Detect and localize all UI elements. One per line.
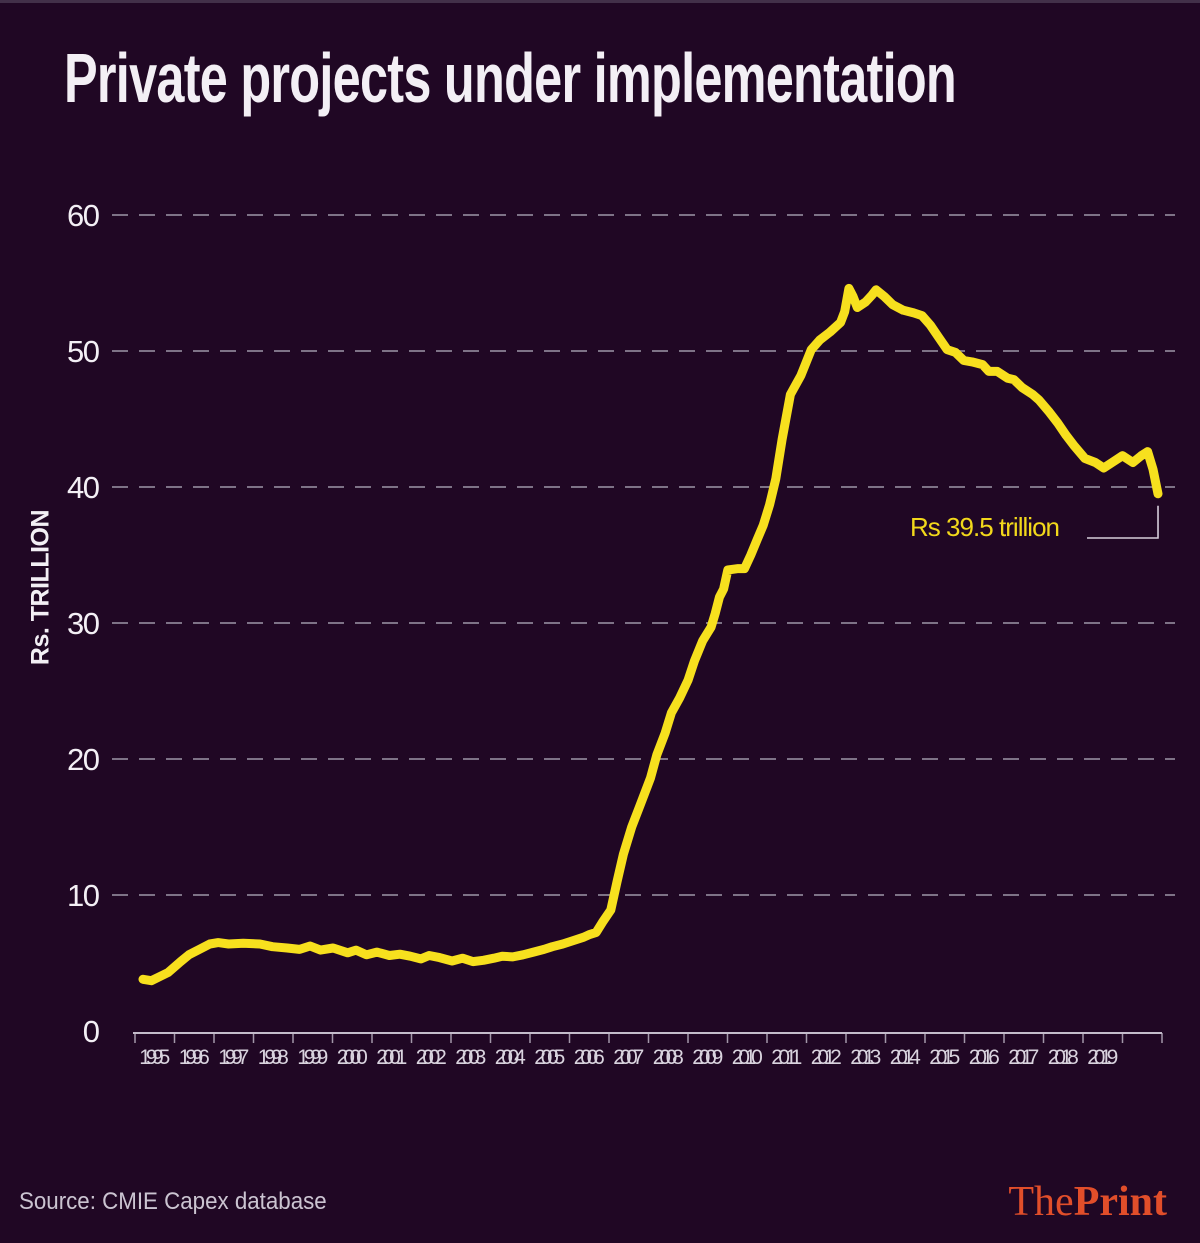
- x-tick-label: 2013: [850, 1046, 881, 1069]
- x-tick-label: 2011: [771, 1046, 802, 1069]
- annotation-label: Rs 39.5 trillion: [910, 512, 1060, 542]
- x-tick-label: 2016: [969, 1046, 1000, 1069]
- x-tick-label: 2006: [574, 1046, 605, 1069]
- trend-line: [138, 283, 1163, 986]
- y-tick-label: 60: [67, 198, 100, 233]
- x-tick-label: 2003: [455, 1046, 486, 1069]
- x-tick-label: 1998: [258, 1046, 289, 1069]
- x-tick-label: 1995: [139, 1046, 170, 1069]
- x-tick-label: 2004: [495, 1046, 526, 1069]
- x-tick-label: 1996: [179, 1046, 210, 1069]
- y-tick-label: 50: [67, 334, 100, 369]
- x-tick-label: 2015: [929, 1046, 960, 1069]
- x-tick-label: 2005: [534, 1046, 565, 1069]
- x-tick-label: 2002: [416, 1046, 447, 1069]
- top-edge-border: [0, 0, 1200, 3]
- logo-print: Print: [1073, 1179, 1167, 1225]
- x-tick-label: 2008: [653, 1046, 684, 1069]
- y-tick-label: 10: [67, 878, 100, 913]
- chart-canvas: 0 10 20 30 40 50 60 1995 1996 1997 1998 1999 2000 200…: [67, 198, 1175, 1069]
- logo-the: The: [1008, 1179, 1074, 1225]
- x-tick-label: 1999: [297, 1046, 328, 1069]
- y-tick-label: 20: [67, 742, 100, 777]
- y-tick-label: 0: [83, 1014, 100, 1049]
- source-text: Source: CMIE Capex database: [19, 1188, 327, 1215]
- chart-title: Private projects under implementation: [64, 39, 957, 117]
- x-tick-label: 2000: [337, 1046, 368, 1069]
- x-tick-label: 2012: [811, 1046, 842, 1069]
- x-tick-label: 2001: [376, 1046, 407, 1069]
- x-tick-label: 2014: [890, 1046, 921, 1069]
- publisher-logo: ThePrint: [1008, 1178, 1167, 1226]
- y-tick-label: 30: [67, 606, 100, 641]
- x-tick-label: 2017: [1008, 1046, 1039, 1069]
- y-tick-label: 40: [67, 470, 100, 505]
- x-tick-label: 2018: [1048, 1046, 1079, 1069]
- x-tick-label: 2009: [692, 1046, 723, 1069]
- annotation-callout-line: [1087, 505, 1159, 539]
- x-tick-label: 2007: [613, 1046, 644, 1069]
- x-tick-label: 1997: [218, 1046, 249, 1069]
- x-tick-label: 2019: [1087, 1046, 1118, 1069]
- x-tick-label: 2010: [732, 1046, 763, 1069]
